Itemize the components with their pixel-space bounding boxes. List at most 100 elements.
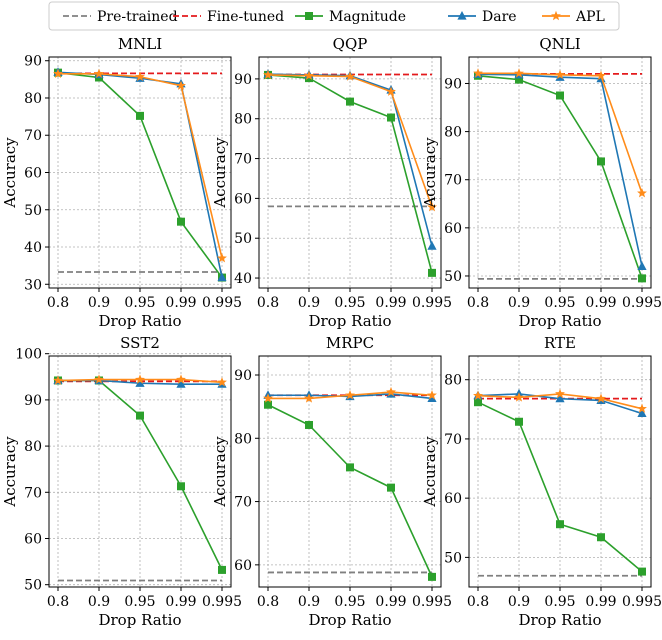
point-apl [386, 86, 396, 96]
point-magnitude [474, 398, 482, 407]
ytick-label: 70 [24, 485, 42, 501]
y-axis-label: Accuracy [421, 436, 439, 508]
point-apl [596, 70, 606, 80]
point-apl [135, 374, 145, 384]
legend-marker-dare [457, 11, 467, 20]
point-magnitude [556, 520, 564, 529]
ytick-label: 100 [15, 347, 42, 363]
point-magnitude [305, 420, 313, 429]
ytick-label: 70 [234, 152, 252, 168]
legend-label-dare: Dare [482, 9, 517, 25]
point-apl [473, 68, 483, 78]
point-apl [53, 68, 63, 78]
xtick-label: 0.95 [124, 295, 155, 311]
series-apl-qnli [473, 68, 647, 198]
point-apl [217, 252, 227, 263]
point-magnitude [515, 75, 523, 84]
point-apl [176, 374, 186, 384]
ytick-label: 40 [24, 240, 42, 256]
point-magnitude [177, 482, 185, 491]
point-magnitude [428, 572, 436, 581]
xtick-label: 0.995 [412, 594, 452, 610]
xtick-label: 0.95 [544, 594, 575, 610]
panel-qqp: 40 50 60 70 80 90 0.8 0.9 0.95 0.99 0.995 QQP Drop R… [211, 35, 452, 330]
panel-mnli: 30 40 50 60 70 80 90 0.8 0.9 0.95 0.99 0.995 MNLI Dro… [1, 35, 242, 330]
panel-title-qnli: QNLI [539, 35, 580, 53]
point-magnitude [136, 111, 144, 120]
ytick-label: 50 [444, 550, 462, 566]
ytick-label: 80 [234, 112, 252, 128]
x-axis-label: Drop Ratio [98, 312, 181, 330]
ytick-label: 80 [444, 125, 462, 141]
y-axis-label: Accuracy [421, 137, 439, 209]
legend-label-fine-tuned: Fine-tuned [207, 9, 284, 25]
series-apl-mrpc [263, 386, 437, 403]
point-magnitude [597, 533, 605, 542]
point-apl [345, 390, 355, 400]
panel-title-qqp: QQP [333, 35, 368, 53]
point-dare [555, 393, 565, 403]
grid-mnli [49, 57, 231, 288]
point-apl [304, 70, 314, 80]
xtick-label: 0.8 [257, 594, 279, 610]
ytick-label: 70 [444, 432, 462, 448]
series-apl-mnli [53, 68, 227, 263]
point-apl [263, 393, 273, 403]
ytick-label: 40 [234, 271, 252, 287]
point-apl [637, 187, 647, 198]
ytick-label: 60 [234, 191, 252, 207]
ytick-label: 80 [24, 439, 42, 455]
point-magnitude [556, 91, 564, 100]
xtick-label: 0.995 [622, 594, 662, 610]
xtick-label: 0.99 [585, 594, 616, 610]
ytick-label: 50 [444, 269, 462, 285]
ytick-label: 50 [234, 231, 252, 247]
point-magnitude [515, 417, 523, 426]
point-apl [427, 201, 437, 212]
ytick-label: 60 [444, 221, 462, 237]
xtick-label: 0.995 [202, 295, 242, 311]
panel-mrpc: 60 70 80 90 0.8 0.9 0.95 0.99 0.995 MRPC Drop Rati… [211, 334, 452, 629]
legend-label-pre-trained: Pre-trained [97, 9, 178, 25]
y-axis-label: Accuracy [1, 436, 19, 508]
xtick-label: 0.9 [508, 594, 530, 610]
point-magnitude [597, 157, 605, 166]
legend-marker-magnitude [305, 12, 313, 20]
panel-title-sst2: SST2 [120, 334, 160, 352]
xtick-label: 0.99 [585, 295, 616, 311]
legend-label-magnitude: Magnitude [329, 9, 406, 25]
point-magnitude [387, 113, 395, 122]
xtick-label: 0.99 [375, 295, 406, 311]
ytick-label: 30 [24, 277, 42, 293]
y-axis-label: Accuracy [1, 137, 19, 209]
xtick-label: 0.9 [88, 594, 110, 610]
series-apl-qqp [263, 69, 437, 212]
point-dare [176, 379, 186, 388]
legend-item-dare: Dare [448, 9, 517, 25]
series-magnitude-mrpc [264, 400, 436, 581]
ytick-label: 90 [234, 72, 252, 88]
point-dare [637, 408, 647, 418]
point-apl [53, 375, 63, 385]
grid-mrpc [259, 356, 441, 587]
xtick-label: 0.995 [202, 594, 242, 610]
chart-panels: 30 40 50 60 70 80 90 0.8 0.9 0.95 0.99 0.995 MNLI Dro… [1, 35, 662, 629]
point-magnitude [638, 274, 646, 283]
ytick-label: 50 [24, 578, 42, 594]
point-apl [473, 390, 483, 400]
x-axis-label: Drop Ratio [98, 611, 181, 629]
y-axis-label: Accuracy [211, 137, 229, 209]
point-magnitude [136, 411, 144, 420]
point-apl [94, 68, 104, 78]
xtick-label: 0.95 [124, 594, 155, 610]
xtick-label: 0.99 [165, 594, 196, 610]
xtick-label: 0.995 [412, 295, 452, 311]
panel-sst2: 50 60 70 80 90 100 0.8 0.9 0.95 0.99 0.995 SST2 Drop… [1, 334, 242, 629]
point-magnitude [346, 463, 354, 472]
ytick-label: 50 [24, 203, 42, 219]
point-dare [427, 241, 437, 250]
legend-item-pre-trained: Pre-trained [63, 9, 178, 25]
xtick-label: 0.9 [508, 295, 530, 311]
point-apl [386, 386, 396, 397]
xtick-label: 0.9 [298, 594, 320, 610]
